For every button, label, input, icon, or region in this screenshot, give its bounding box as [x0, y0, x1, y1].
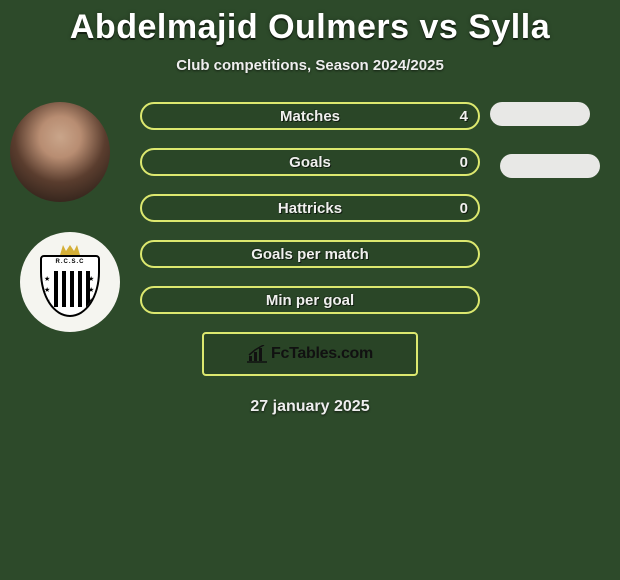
crest-stripes [54, 271, 90, 307]
club-crest: R.C.S.C ★★★ ★★★ [20, 232, 120, 332]
stat-label: Goals per match [251, 246, 369, 263]
chart-icon [247, 345, 267, 363]
crest-stars-right: ★★★ [88, 273, 96, 307]
stat-label: Hattricks [278, 200, 342, 217]
brand-box[interactable]: FcTables.com [202, 332, 418, 376]
page-title: Abdelmajid Oulmers vs Sylla [0, 0, 620, 47]
crest-stars-left: ★★★ [44, 273, 52, 307]
content-area: R.C.S.C ★★★ ★★★ Matches 4 Goals 0 Hattri… [0, 102, 620, 314]
brand-text: FcTables.com [271, 345, 373, 363]
player-avatar [10, 102, 110, 202]
crown-icon [60, 245, 80, 255]
crest-text: R.C.S.C [42, 259, 98, 265]
stat-label: Goals [289, 154, 331, 171]
stat-row-hattricks: Hattricks 0 [140, 194, 480, 222]
stat-value: 4 [460, 108, 468, 125]
stat-label: Min per goal [266, 292, 354, 309]
comparison-pill [490, 102, 590, 126]
stat-row-min-per-goal: Min per goal [140, 286, 480, 314]
page-subtitle: Club competitions, Season 2024/2025 [0, 57, 620, 74]
stat-value: 0 [460, 154, 468, 171]
stat-row-goals-per-match: Goals per match [140, 240, 480, 268]
stat-row-matches: Matches 4 [140, 102, 480, 130]
crest-body: R.C.S.C ★★★ ★★★ [40, 255, 100, 317]
stat-label: Matches [280, 108, 340, 125]
comparison-pill [500, 154, 600, 178]
stats-rows: Matches 4 Goals 0 Hattricks 0 Goals per … [140, 102, 480, 314]
stat-row-goals: Goals 0 [140, 148, 480, 176]
footer-date: 27 january 2025 [0, 398, 620, 416]
crest-graphic: R.C.S.C ★★★ ★★★ [40, 247, 100, 317]
stat-value: 0 [460, 200, 468, 217]
